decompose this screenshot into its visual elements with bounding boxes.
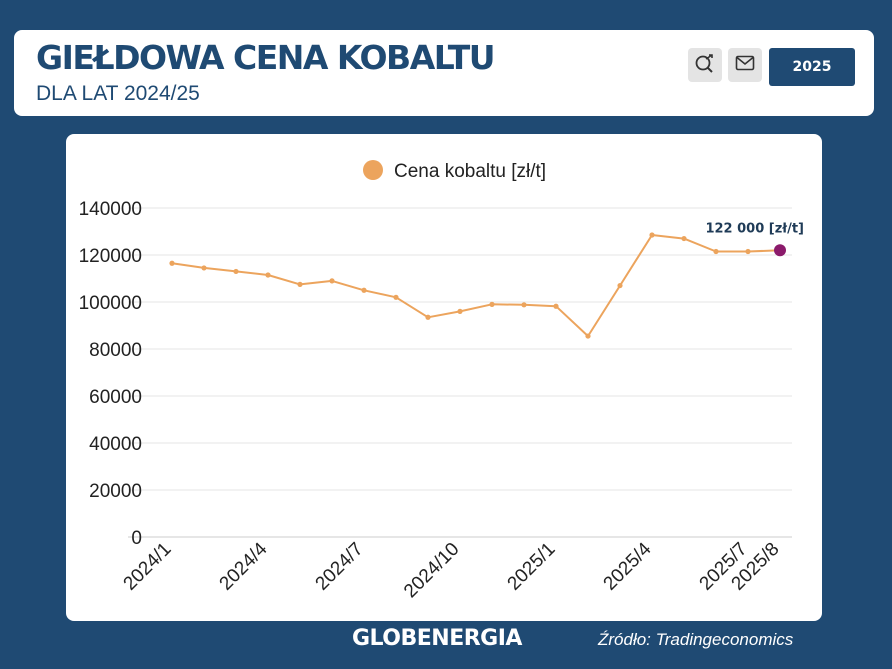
brand-logo: GLOBENERGIA xyxy=(352,626,522,651)
y-tick-label: 120000 xyxy=(79,246,142,267)
email-button[interactable] xyxy=(728,48,762,82)
share-magnifier-icon xyxy=(694,52,716,78)
x-tick-label: 2024/10 xyxy=(400,539,463,602)
data-point[interactable] xyxy=(585,333,591,339)
chart-legend[interactable]: Cena kobaltu [zł/t] xyxy=(363,160,546,182)
mail-icon xyxy=(735,55,755,75)
data-point[interactable] xyxy=(201,265,207,271)
data-point[interactable] xyxy=(521,302,527,308)
y-tick-label: 80000 xyxy=(89,340,142,361)
chart-card: Cena kobaltu [zł/t] 0 20000 40000 60000 8000… xyxy=(66,134,822,621)
x-tick-label: 2025/1 xyxy=(504,539,560,595)
data-point[interactable] xyxy=(745,248,751,255)
data-point[interactable] xyxy=(649,232,655,238)
data-point[interactable] xyxy=(489,301,495,307)
data-point[interactable] xyxy=(265,272,271,278)
source-note: Źródło: Tradingeconomics xyxy=(598,630,794,649)
year-selector-button[interactable]: 2025 xyxy=(769,48,855,86)
data-point[interactable] xyxy=(713,248,719,255)
data-point[interactable] xyxy=(617,282,623,289)
data-point[interactable] xyxy=(425,314,431,320)
share-button[interactable] xyxy=(688,48,722,82)
data-point[interactable] xyxy=(553,303,559,309)
y-tick-label: 60000 xyxy=(89,387,142,408)
data-point[interactable] xyxy=(233,268,239,275)
x-tick-label: 2024/7 xyxy=(312,539,368,595)
data-point[interactable] xyxy=(361,287,367,293)
y-tick-label: 140000 xyxy=(79,199,142,220)
y-tick-label: 100000 xyxy=(79,293,142,314)
data-point[interactable] xyxy=(297,281,303,287)
y-tick-label: 0 xyxy=(131,528,142,549)
line-chart: Cena kobaltu [zł/t] 0 20000 40000 60000 8000… xyxy=(79,160,804,602)
x-tick-label: 2025/4 xyxy=(600,538,656,594)
page-title: GIEŁDOWA CENA KOBALTU xyxy=(36,38,496,77)
legend-marker xyxy=(363,160,383,180)
x-tick-label: 2024/1 xyxy=(120,539,176,595)
page-subtitle: DLA LAT 2024/25 xyxy=(36,82,200,105)
series-line xyxy=(171,234,781,338)
legend-label: Cena kobaltu [zł/t] xyxy=(394,161,546,182)
data-label: 122 000 [zł/t] xyxy=(705,221,804,236)
data-point[interactable] xyxy=(169,260,175,266)
header-panel: GIEŁDOWA CENA KOBALTU DLA LAT 2024/25 20… xyxy=(14,30,874,116)
x-tick-label: 2024/4 xyxy=(216,538,272,594)
data-point[interactable] xyxy=(457,308,463,314)
data-point[interactable] xyxy=(393,294,399,300)
y-tick-label: 20000 xyxy=(89,481,142,502)
y-tick-label: 40000 xyxy=(89,434,142,455)
data-point[interactable] xyxy=(329,278,335,284)
data-point[interactable] xyxy=(681,235,687,242)
highlight-point[interactable] xyxy=(774,244,786,257)
